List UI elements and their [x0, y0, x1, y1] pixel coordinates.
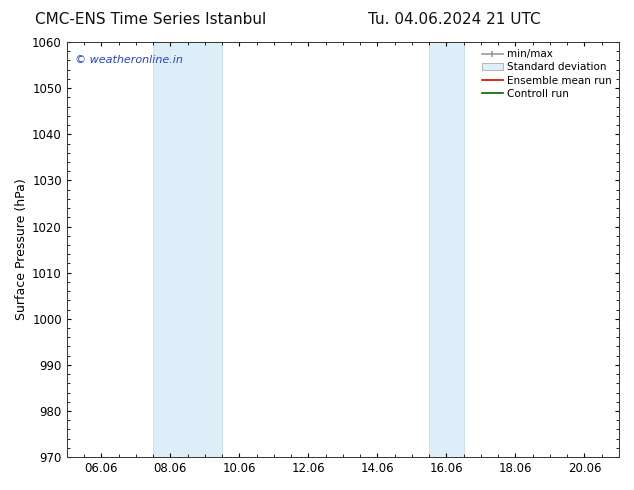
Bar [429, 42, 463, 457]
Text: © weatheronline.in: © weatheronline.in [75, 54, 183, 65]
Legend: min/max, Standard deviation, Ensemble mean run, Controll run: min/max, Standard deviation, Ensemble me… [480, 47, 614, 101]
Text: CMC-ENS Time Series Istanbul: CMC-ENS Time Series Istanbul [35, 12, 266, 27]
Text: Tu. 04.06.2024 21 UTC: Tu. 04.06.2024 21 UTC [368, 12, 540, 27]
Y-axis label: Surface Pressure (hPa): Surface Pressure (hPa) [15, 179, 28, 320]
Bar [153, 42, 222, 457]
